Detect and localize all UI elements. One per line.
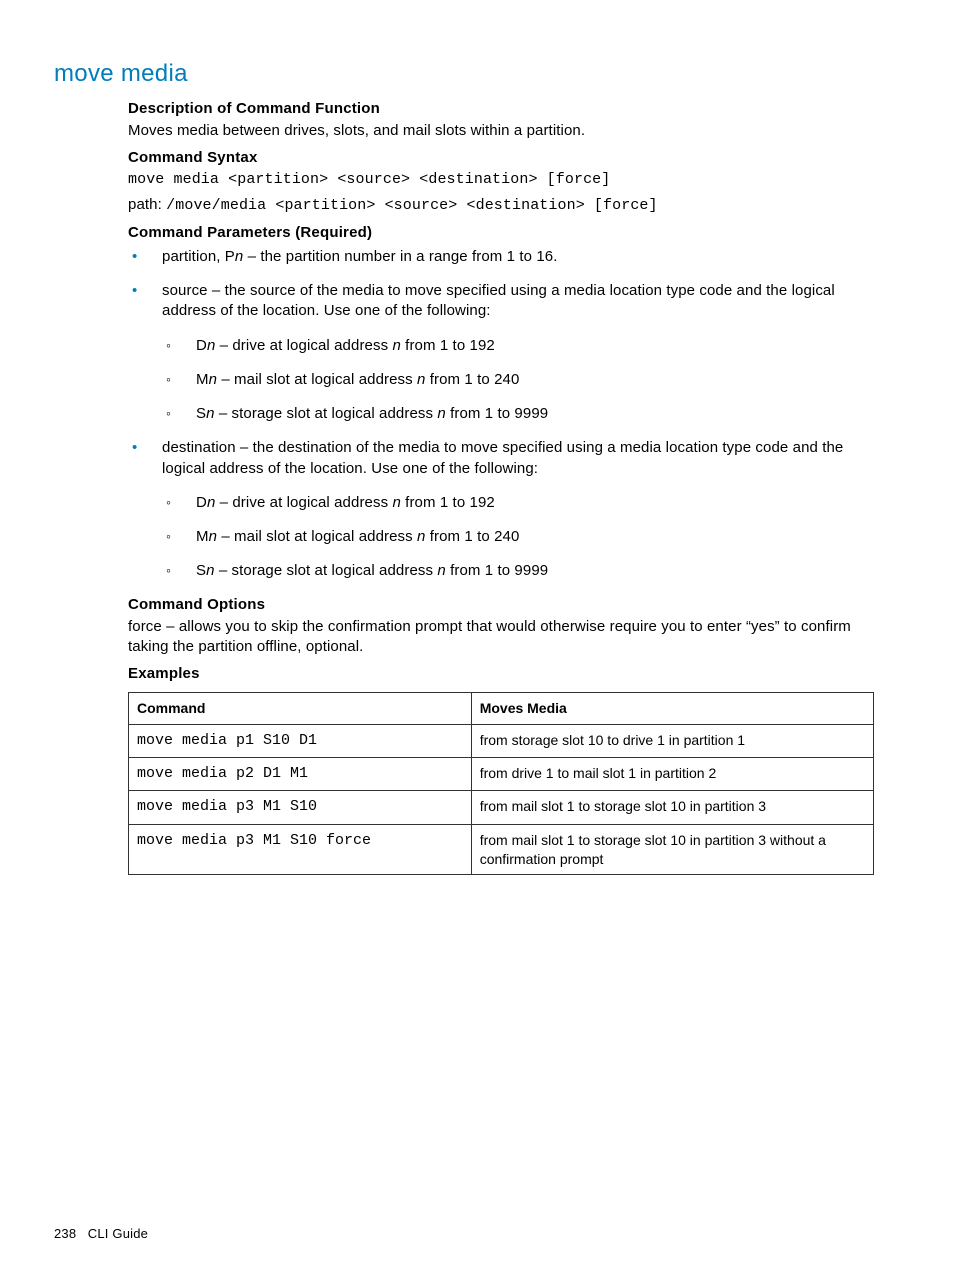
syntax-heading: Command Syntax xyxy=(128,149,874,166)
v: n xyxy=(392,337,400,354)
params-list: partition, P n – the partition number in … xyxy=(128,247,874,582)
v: n xyxy=(206,405,214,422)
col-header-moves: Moves Media xyxy=(471,693,873,725)
t: from 1 to 9999 xyxy=(446,405,548,422)
cell-desc: from mail slot 1 to storage slot 10 in p… xyxy=(471,824,873,875)
footer-label: CLI Guide xyxy=(88,1226,148,1241)
table-row: move media p1 S10 D1 from storage slot 1… xyxy=(129,724,874,757)
t: M xyxy=(196,371,209,388)
param-text: source – the source of the media to move… xyxy=(162,282,835,319)
t: S xyxy=(196,562,206,579)
cell-desc: from storage slot 10 to drive 1 in parti… xyxy=(471,724,873,757)
cell-desc: from mail slot 1 to storage slot 10 in p… xyxy=(471,791,873,824)
v: n xyxy=(206,562,214,579)
v: n xyxy=(209,371,217,388)
v: n xyxy=(437,405,445,422)
t: D xyxy=(196,337,207,354)
t: – mail slot at logical address xyxy=(217,371,417,388)
t: from 1 to 240 xyxy=(425,528,519,545)
t: – storage slot at logical address xyxy=(215,405,438,422)
description-heading: Description of Command Function xyxy=(128,100,874,117)
page-title: move media xyxy=(54,60,874,88)
t: – mail slot at logical address xyxy=(217,528,417,545)
t: from 1 to 192 xyxy=(401,337,495,354)
param-text: destination – the destination of the med… xyxy=(162,439,843,476)
description-text: Moves media between drives, slots, and m… xyxy=(128,121,874,141)
examples-table: Command Moves Media move media p1 S10 D1… xyxy=(128,692,874,875)
param-sublist: Dn – drive at logical address n from 1 t… xyxy=(162,336,874,425)
col-header-command: Command xyxy=(129,693,472,725)
param-item: destination – the destination of the med… xyxy=(128,438,874,581)
table-row: move media p3 M1 S10 force from mail slo… xyxy=(129,824,874,875)
cell-desc: from drive 1 to mail slot 1 in partition… xyxy=(471,758,873,791)
param-subitem: Dn – drive at logical address n from 1 t… xyxy=(162,336,874,356)
page: move media Description of Command Functi… xyxy=(0,0,954,1271)
params-heading: Command Parameters (Required) xyxy=(128,224,874,241)
param-item: partition, Pn – the partition number in … xyxy=(128,247,874,267)
path-label: path: xyxy=(128,196,166,213)
v: n xyxy=(437,562,445,579)
t: from 1 to 9999 xyxy=(446,562,548,579)
t: S xyxy=(196,405,206,422)
syntax-path: path: /move/media <partition> <source> <… xyxy=(128,195,874,216)
page-footer: 238 CLI Guide xyxy=(54,1226,148,1241)
param-text: partition, P xyxy=(162,248,235,265)
param-subitem: Dn – drive at logical address n from 1 t… xyxy=(162,493,874,513)
options-text: force – allows you to skip the confirmat… xyxy=(128,617,874,658)
v: n xyxy=(209,528,217,545)
page-number: 238 xyxy=(54,1226,76,1241)
cell-command: move media p1 S10 D1 xyxy=(129,724,472,757)
cell-command: move media p2 D1 M1 xyxy=(129,758,472,791)
param-item: source – the source of the media to move… xyxy=(128,281,874,424)
syntax-command: move media <partition> <source> <destina… xyxy=(128,170,874,190)
cell-command: move media p3 M1 S10 force xyxy=(129,824,472,875)
table-header-row: Command Moves Media xyxy=(129,693,874,725)
t: – drive at logical address xyxy=(215,494,392,511)
t: M xyxy=(196,528,209,545)
t: from 1 to 240 xyxy=(425,371,519,388)
t: – drive at logical address xyxy=(215,337,392,354)
t: D xyxy=(196,494,207,511)
param-text: – the partition number in a range from 1… xyxy=(243,248,557,265)
param-subitem: Sn – storage slot at logical address n f… xyxy=(162,404,874,424)
param-subitem: Mn – mail slot at logical address n from… xyxy=(162,370,874,390)
param-sublist: Dn – drive at logical address n from 1 t… xyxy=(162,493,874,582)
cell-command: move media p3 M1 S10 xyxy=(129,791,472,824)
body-block: Description of Command Function Moves me… xyxy=(128,100,874,875)
table-row: move media p3 M1 S10 from mail slot 1 to… xyxy=(129,791,874,824)
t: – storage slot at logical address xyxy=(215,562,438,579)
examples-heading: Examples xyxy=(128,665,874,682)
table-row: move media p2 D1 M1 from drive 1 to mail… xyxy=(129,758,874,791)
param-subitem: Sn – storage slot at logical address n f… xyxy=(162,561,874,581)
options-heading: Command Options xyxy=(128,596,874,613)
path-value: /move/media <partition> <source> <destin… xyxy=(166,197,657,214)
t: from 1 to 192 xyxy=(401,494,495,511)
param-subitem: Mn – mail slot at logical address n from… xyxy=(162,527,874,547)
v: n xyxy=(392,494,400,511)
